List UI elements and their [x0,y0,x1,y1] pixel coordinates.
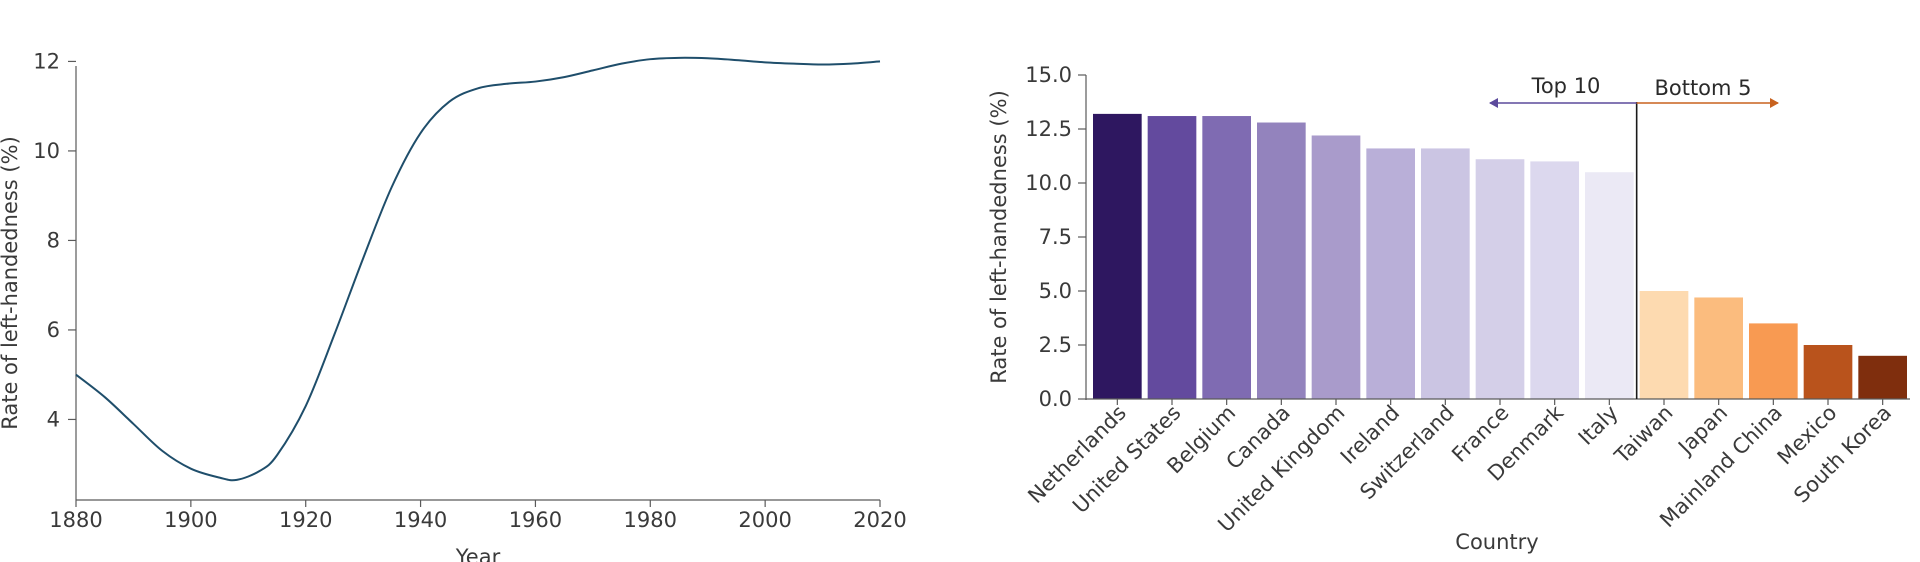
bar-y-tick-label: 12.5 [1025,117,1072,141]
line-x-tick-label: 1960 [509,508,562,532]
bar-chart: 0.0 2.5 5.0 7.5 10.0 12.5 15.0 NetherlandsUnit… [987,63,1910,554]
bar-y-tick-label: 5.0 [1039,279,1072,303]
line-chart-x-ticks: 1880 1900 1920 1940 1960 1980 2000 2020 [49,500,907,532]
line-x-tick-label: 2020 [853,508,906,532]
bar-canada [1257,122,1306,400]
top-10-label: Top 10 [1531,74,1601,98]
bar-y-tick-label: 0.0 [1039,387,1072,411]
bar-italy [1585,172,1634,399]
line-x-tick-label: 2000 [738,508,791,532]
line-chart-y-ticks: 4 6 8 10 12 [33,49,76,431]
bar-chart-y-label: Rate of left-handedness (%) [987,90,1011,384]
line-chart: 4 6 8 10 12 1880 1900 1920 1940 1960 1980 2000 2020… [0,49,907,562]
line-chart-x-label: Year [455,545,501,562]
line-y-tick-label: 6 [47,318,60,342]
bar-x-tick-label: South Korea [1789,401,1896,508]
line-x-tick-label: 1940 [394,508,447,532]
line-x-tick-label: 1880 [49,508,102,532]
line-x-tick-label: 1920 [279,508,332,532]
bar-x-tick-label: Taiwan [1609,401,1677,469]
bar-belgium [1202,116,1251,399]
bottom-5-label: Bottom 5 [1654,76,1751,100]
bar-netherlands [1093,113,1142,399]
bar-mexico [1803,345,1853,399]
bar-switzerland [1421,148,1470,399]
bar-south-korea [1858,355,1907,399]
bar-y-tick-label: 15.0 [1025,63,1072,87]
bar-france [1475,159,1525,399]
line-x-tick-label: 1980 [624,508,677,532]
line-chart-y-label: Rate of left-handedness (%) [0,136,22,430]
bar-chart-y-ticks: 0.0 2.5 5.0 7.5 10.0 12.5 15.0 [1025,63,1086,411]
bar-ireland [1366,148,1415,399]
line-series-path [75,56,881,482]
bar-chart-x-label: Country [1455,530,1538,554]
bar-japan [1694,297,1743,399]
line-y-tick-label: 4 [47,407,60,431]
bar-united-states [1147,116,1197,399]
bar-chart-bars [1093,113,1907,400]
bar-taiwan [1639,291,1689,399]
bar-y-tick-label: 10.0 [1025,171,1072,195]
line-y-tick-label: 8 [47,228,60,252]
bar-chart-annotations: Top 10 Bottom 5 [1489,74,1779,399]
bar-y-tick-label: 2.5 [1039,333,1072,357]
bar-united-kingdom [1311,135,1361,400]
line-x-tick-label: 1900 [164,508,217,532]
bar-x-tick-label: Italy [1574,401,1623,450]
bar-mainland-china [1749,323,1798,399]
bar-y-tick-label: 7.5 [1039,225,1072,249]
line-y-tick-label: 12 [33,49,60,73]
bar-denmark [1530,161,1579,399]
line-y-tick-label: 10 [33,139,60,163]
